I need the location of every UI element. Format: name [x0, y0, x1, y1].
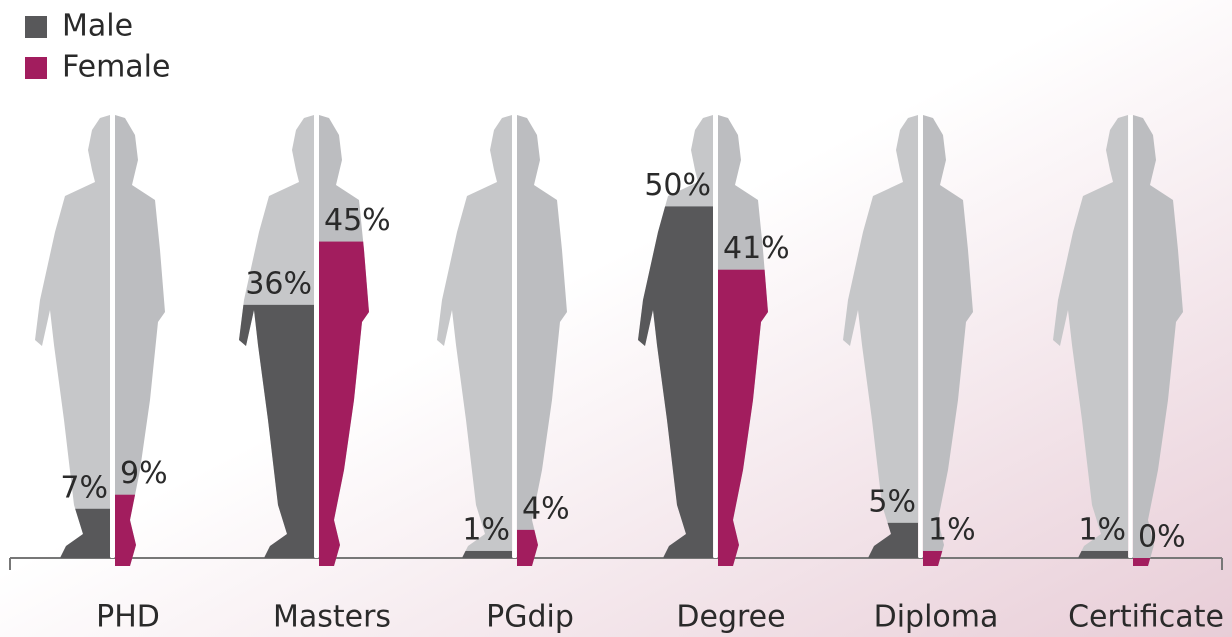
legend-label: Female [62, 50, 170, 85]
x-tick-label: Certificate [1068, 600, 1224, 635]
value-label: 5% [868, 484, 916, 519]
value-label: 41% [723, 231, 790, 266]
x-tick-label: Diploma [874, 600, 999, 635]
value-label: 50% [644, 168, 711, 203]
value-label: 0% [1138, 520, 1186, 555]
value-label: 1% [928, 512, 976, 547]
legend-swatch [25, 57, 47, 79]
background [0, 0, 1232, 637]
x-tick-label: Degree [676, 600, 785, 635]
x-tick-label: PHD [96, 600, 160, 635]
legend-label: Male [62, 9, 133, 44]
x-tick-label: PGdip [486, 600, 574, 635]
value-label: 1% [1078, 512, 1126, 547]
chart: Male Female 7% 9% PHD 36% 45% Masters 1% 4% PGdip… [0, 0, 1232, 637]
value-label: 36% [245, 266, 312, 301]
x-tick-label: Masters [273, 600, 391, 635]
value-label: 7% [60, 470, 108, 505]
legend-swatch [25, 16, 47, 38]
value-label: 4% [522, 491, 570, 526]
value-label: 1% [462, 512, 510, 547]
value-label: 45% [324, 203, 391, 238]
value-label: 9% [120, 456, 168, 491]
